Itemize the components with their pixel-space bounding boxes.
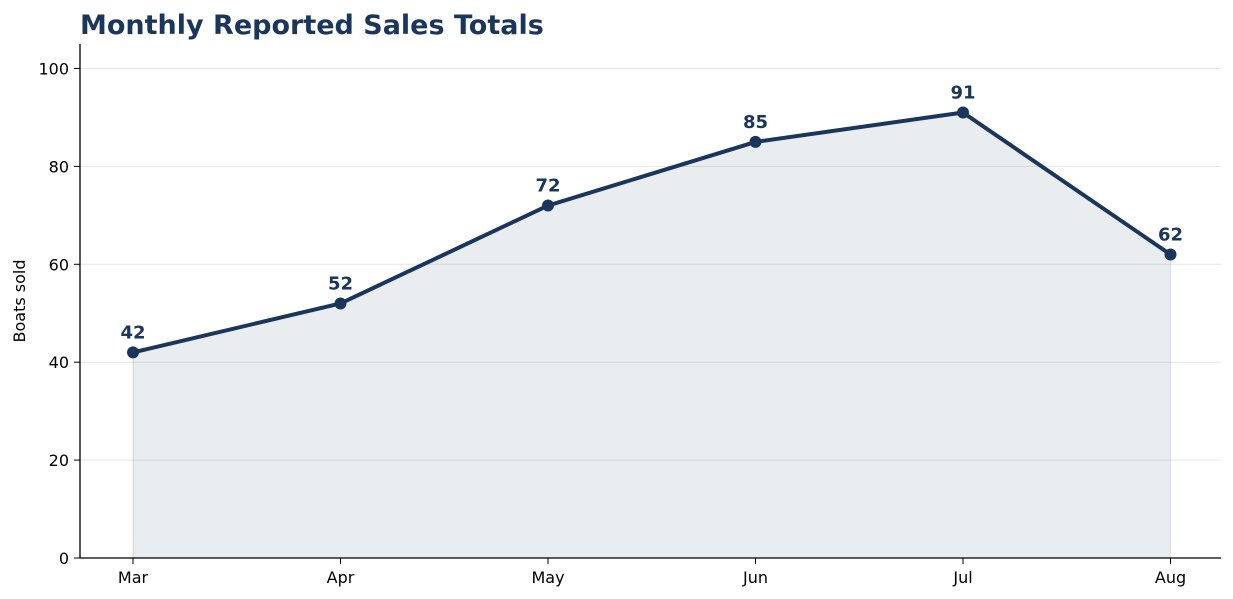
x-tick-label: Apr: [327, 568, 355, 587]
data-labels: 42 52 72 85 91 62: [120, 83, 1183, 344]
x-tick-label: Mar: [118, 568, 149, 587]
y-tick-label: 20: [49, 451, 69, 470]
series-line: [131, 110, 1173, 355]
area-fill-layer: [132, 112, 1172, 559]
data-label: 85: [743, 112, 768, 133]
tick-labels: 0 20 40 60 80 100 Mar Apr May Jun Jul Aug: [38, 59, 1186, 587]
data-point: [1164, 248, 1177, 261]
data-label: 42: [120, 322, 145, 343]
x-tick-label: May: [531, 568, 564, 587]
data-point: [957, 106, 969, 119]
x-tick-label: Jul: [952, 568, 972, 587]
data-label: 52: [328, 273, 353, 294]
data-point: [749, 135, 762, 148]
data-point: [127, 346, 139, 359]
data-label: 91: [950, 83, 975, 104]
y-axis-label: Boats sold: [10, 260, 29, 343]
data-markers: [127, 106, 1177, 359]
gridlines: [80, 67, 1221, 461]
chart-title: Monthly Reported Sales Totals: [80, 10, 544, 41]
area-fill: [133, 112, 1171, 559]
y-tick-label: 0: [59, 549, 69, 568]
data-label: 62: [1158, 224, 1183, 245]
x-tick-label: Jun: [742, 568, 768, 587]
data-point: [334, 297, 347, 310]
data-point: [542, 199, 554, 212]
x-tick-label: Aug: [1155, 568, 1186, 587]
data-label: 72: [535, 176, 560, 197]
y-tick-label: 100: [38, 59, 69, 78]
y-tick-label: 40: [49, 353, 69, 372]
axes: [74, 44, 1221, 564]
series-line-layer: [131, 110, 1173, 355]
y-tick-label: 80: [49, 157, 69, 176]
y-tick-label: 60: [49, 255, 69, 274]
